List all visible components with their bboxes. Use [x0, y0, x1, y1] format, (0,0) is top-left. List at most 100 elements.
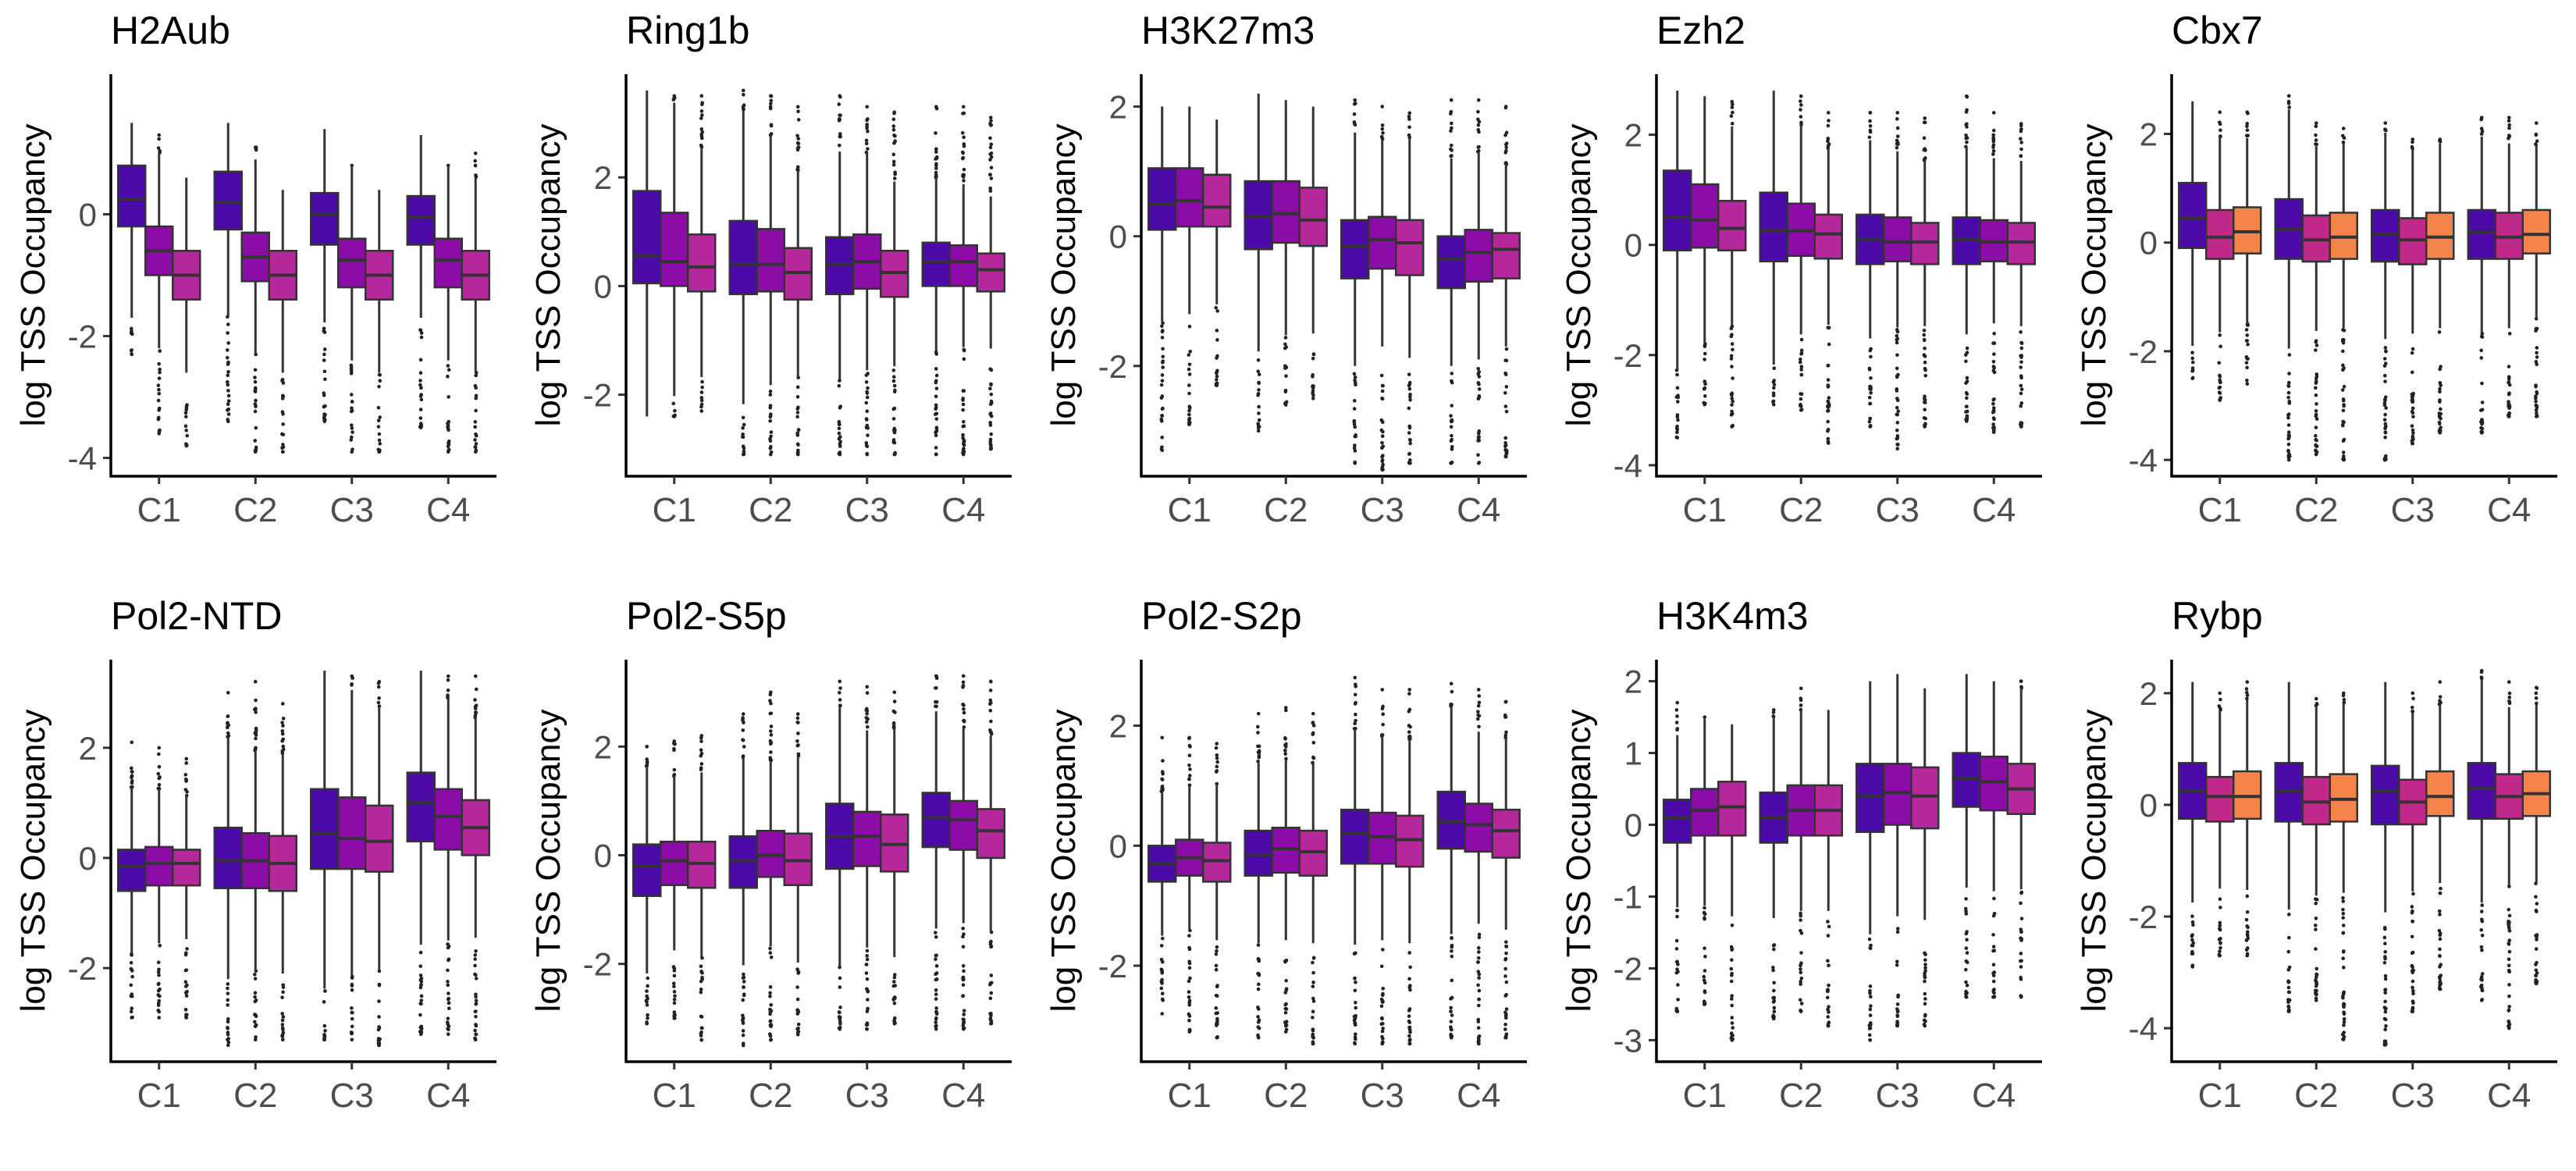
- outlier-point: [934, 403, 938, 408]
- outlier-point: [2019, 122, 2023, 126]
- outlier-point: [1503, 958, 1507, 962]
- box-body: [1759, 191, 1788, 263]
- outlier-point: [157, 752, 161, 756]
- outlier-point: [1799, 976, 1804, 981]
- outlier-point: [1283, 743, 1287, 747]
- box-body: [2521, 208, 2551, 254]
- outlier-point: [1867, 1027, 1872, 1030]
- outlier-point: [2218, 691, 2222, 696]
- outlier-point: [350, 400, 354, 404]
- outlier-point: [838, 976, 842, 981]
- box: [117, 740, 147, 1020]
- outlier-point: [1159, 944, 1164, 948]
- x-tick-label: C2: [233, 1077, 277, 1115]
- outlier-point: [1729, 357, 1734, 361]
- outlier-point: [1283, 403, 1288, 407]
- outlier-point: [796, 118, 801, 122]
- outlier-point: [989, 991, 994, 995]
- outlier-point: [699, 734, 704, 738]
- x-tick-label: C3: [1876, 491, 1920, 529]
- outlier-point: [2314, 927, 2318, 931]
- box-body: [660, 212, 689, 287]
- box-body: [144, 845, 174, 887]
- outlier-point: [891, 162, 896, 167]
- outlier-point: [1799, 368, 1803, 372]
- outlier-point: [837, 1010, 841, 1014]
- chart-panel: H3K27m3 log TSS Occupancy -2 0 2 C1 C2 C3 C4: [1030, 0, 1546, 586]
- outlier-point: [2287, 399, 2292, 404]
- outlier-point: [1895, 340, 1899, 345]
- outlier-point: [2019, 141, 2023, 144]
- outlier-point: [1923, 979, 1927, 984]
- outlier-point: [795, 431, 800, 436]
- outlier-point: [2286, 449, 2290, 454]
- outlier-point: [2217, 120, 2222, 125]
- outlier-point: [226, 982, 230, 986]
- outlier-point: [1867, 937, 1872, 941]
- outlier-point: [130, 348, 133, 352]
- outlier-point: [2019, 959, 2023, 963]
- outlier-point: [1380, 396, 1384, 400]
- outlier-point: [934, 699, 938, 704]
- outlier-point: [2244, 361, 2249, 365]
- outlier-point: [2342, 328, 2347, 333]
- outlier-point: [2314, 433, 2318, 438]
- box-body: [660, 840, 689, 887]
- outlier-point: [2410, 705, 2414, 710]
- box: [852, 105, 882, 457]
- outlier-point: [1868, 1013, 1873, 1017]
- outlier-point: [2019, 685, 2023, 689]
- outlier-point: [1771, 714, 1776, 718]
- outlier-point: [2340, 1033, 2345, 1037]
- y-tick-label: -2: [1098, 348, 1127, 385]
- outlier-point: [796, 428, 801, 432]
- outlier-point: [1895, 1009, 1900, 1014]
- outlier-point: [768, 994, 772, 998]
- outlier-point: [1729, 413, 1734, 417]
- outlier-point: [795, 395, 800, 399]
- outlier-point: [768, 447, 773, 450]
- outlier-point: [447, 1001, 451, 1005]
- outlier-point: [1407, 735, 1411, 739]
- box-body: [433, 237, 463, 289]
- outlier-point: [2507, 907, 2510, 912]
- outlier-point: [2382, 418, 2387, 422]
- outlier-point: [699, 398, 704, 403]
- outlier-point: [1187, 391, 1191, 396]
- outlier-point: [1353, 461, 1357, 465]
- outlier-point: [1256, 425, 1261, 430]
- outlier-point: [1772, 383, 1777, 386]
- outlier-point: [1826, 384, 1831, 388]
- outlier-point: [2218, 953, 2222, 958]
- outlier-point: [892, 690, 897, 695]
- outlier-point: [838, 1022, 842, 1026]
- outlier-point: [2535, 326, 2539, 331]
- outlier-point: [1826, 436, 1831, 441]
- outlier-point: [1965, 938, 1969, 942]
- outlier-point: [1895, 436, 1899, 441]
- outlier-point: [1730, 365, 1734, 368]
- outlier-point: [446, 674, 450, 678]
- outlier-point: [1187, 412, 1191, 417]
- x-tick-label: C2: [2294, 1077, 2338, 1115]
- outlier-point: [2507, 929, 2512, 933]
- outlier-point: [988, 145, 993, 150]
- box-body: [1464, 803, 1493, 853]
- outlier-point: [796, 141, 801, 146]
- outlier-point: [2411, 892, 2415, 896]
- outlier-point: [2341, 363, 2345, 368]
- outlier-point: [865, 953, 870, 958]
- outlier-point: [1214, 963, 1219, 968]
- y-tick-label: 0: [1624, 807, 1642, 844]
- box: [1910, 688, 1940, 1028]
- box: [852, 685, 882, 1031]
- outlier-point: [1504, 951, 1508, 956]
- y-tick-label: 0: [2140, 225, 2158, 262]
- outlier-point: [253, 747, 258, 752]
- outlier-point: [741, 432, 745, 436]
- box-body: [1690, 183, 1720, 249]
- outlier-point: [1923, 958, 1927, 963]
- outlier-point: [865, 977, 870, 981]
- box-body: [2371, 764, 2400, 826]
